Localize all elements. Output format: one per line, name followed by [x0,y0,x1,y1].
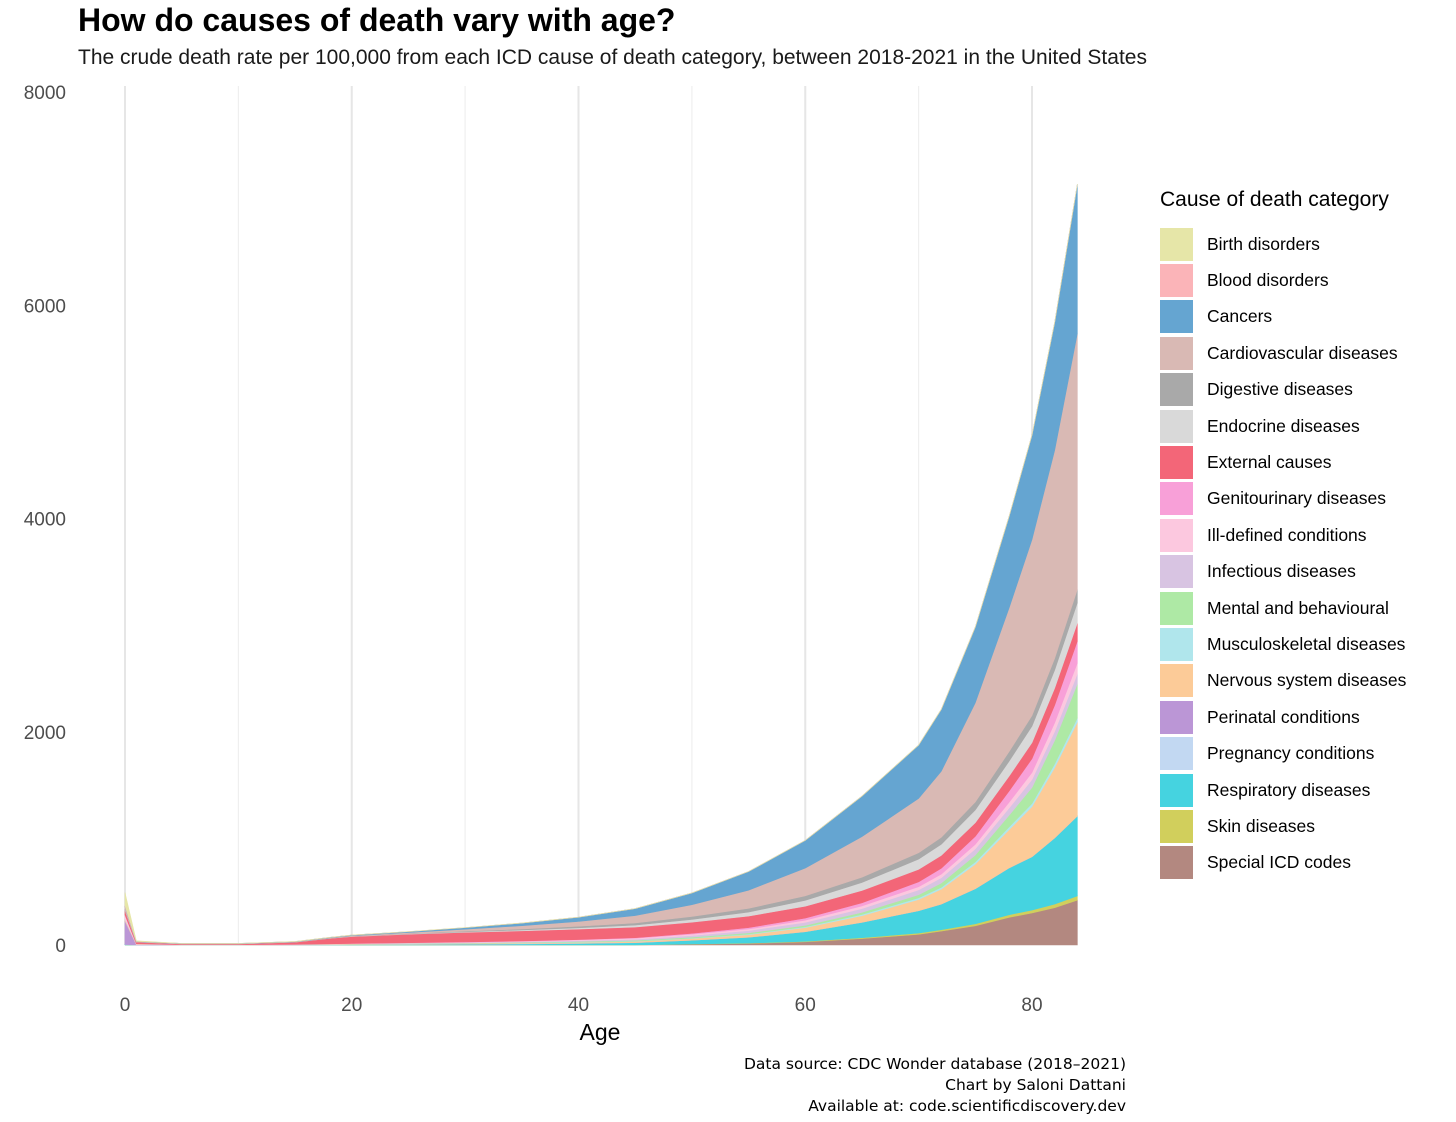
legend: Cause of death category Birth disorders B… [1160,188,1406,881]
caption-url: Available at: code.scientificdiscovery.d… [808,1097,1126,1115]
legend-item-cancers: Cancers [1160,299,1406,335]
legend-item-nervous-system-diseases: Nervous system diseases [1160,663,1406,699]
x-tick-label-60: 60 [795,995,816,1016]
caption-author: Chart by Saloni Dattani [945,1076,1126,1094]
x-tick-label-20: 20 [341,995,362,1016]
chart-title: How do causes of death vary with age? [78,2,676,38]
legend-label-cancers: Cancers [1207,306,1273,327]
y-tick-label-6000: 6000 [24,296,66,317]
x-tick-label-80: 80 [1021,995,1042,1016]
legend-title: Cause of death category [1160,188,1389,211]
legend-item-infectious-diseases: Infectious diseases [1160,554,1406,590]
legend-swatch-blood-disorders [1160,264,1193,298]
legend-swatch-external-causes [1160,446,1193,480]
legend-swatch-respiratory-diseases [1160,773,1193,807]
legend-item-perinatal-conditions: Perinatal conditions [1160,699,1406,735]
legend-swatch-digestive-diseases [1160,373,1193,407]
legend-swatch-mental-and-behavioural [1160,591,1193,625]
legend-item-external-causes: External causes [1160,444,1406,480]
legend-label-ill-defined-conditions: Ill-defined conditions [1207,524,1367,545]
legend-label-genitourinary-diseases: Genitourinary diseases [1207,488,1386,509]
x-tick-label-0: 0 [120,995,131,1016]
legend-item-genitourinary-diseases: Genitourinary diseases [1160,481,1406,517]
legend-label-musculoskeletal-diseases: Musculoskeletal diseases [1207,633,1406,654]
x-tick-label-40: 40 [568,995,589,1016]
legend-label-perinatal-conditions: Perinatal conditions [1207,706,1360,727]
legend-swatch-nervous-system-diseases [1160,664,1193,698]
legend-item-digestive-diseases: Digestive diseases [1160,372,1406,408]
legend-swatch-musculoskeletal-diseases [1160,627,1193,661]
legend-swatch-pregnancy-conditions [1160,737,1193,771]
caption: Data source: CDC Wonder database (2018–2… [744,1054,1126,1117]
legend-item-special-icd-codes: Special ICD codes [1160,845,1406,881]
legend-item-birth-disorders: Birth disorders [1160,226,1406,262]
legend-item-respiratory-diseases: Respiratory diseases [1160,772,1406,808]
legend-label-infectious-diseases: Infectious diseases [1207,561,1356,582]
legend-swatch-infectious-diseases [1160,555,1193,589]
legend-swatch-special-icd-codes [1160,846,1193,880]
y-tick-label-4000: 4000 [24,510,66,531]
legend-label-skin-diseases: Skin diseases [1207,815,1315,836]
legend-label-special-icd-codes: Special ICD codes [1207,852,1351,873]
legend-label-respiratory-diseases: Respiratory diseases [1207,779,1371,800]
legend-label-digestive-diseases: Digestive diseases [1207,379,1353,400]
legend-label-nervous-system-diseases: Nervous system diseases [1207,670,1407,691]
legend-swatch-ill-defined-conditions [1160,518,1193,552]
legend-item-mental-and-behavioural: Mental and behavioural [1160,590,1406,626]
legend-item-skin-diseases: Skin diseases [1160,808,1406,844]
legend-item-pregnancy-conditions: Pregnancy conditions [1160,735,1406,771]
legend-item-ill-defined-conditions: Ill-defined conditions [1160,517,1406,553]
legend-swatch-genitourinary-diseases [1160,482,1193,516]
legend-swatch-cardiovascular-diseases [1160,336,1193,370]
legend-label-mental-and-behavioural: Mental and behavioural [1207,597,1389,618]
caption-source: Data source: CDC Wonder database (2018–2… [744,1055,1126,1073]
legend-label-endocrine-diseases: Endocrine diseases [1207,415,1360,436]
y-tick-label-0: 0 [55,936,66,957]
legend-item-musculoskeletal-diseases: Musculoskeletal diseases [1160,626,1406,662]
legend-swatch-birth-disorders [1160,227,1193,261]
legend-label-cardiovascular-diseases: Cardiovascular diseases [1207,342,1398,363]
legend-swatch-skin-diseases [1160,809,1193,843]
legend-label-birth-disorders: Birth disorders [1207,233,1320,254]
legend-swatch-endocrine-diseases [1160,409,1193,443]
y-tick-label-8000: 8000 [24,83,66,104]
legend-items: Birth disorders Blood disorders Cancers Car… [1160,226,1406,881]
legend-label-pregnancy-conditions: Pregnancy conditions [1207,743,1375,764]
chart-subtitle: The crude death rate per 100,000 from ea… [78,46,1147,69]
legend-swatch-cancers [1160,300,1193,334]
legend-item-endocrine-diseases: Endocrine diseases [1160,408,1406,444]
x-axis-label: Age [580,1019,621,1045]
legend-label-blood-disorders: Blood disorders [1207,270,1329,291]
legend-label-external-causes: External causes [1207,452,1332,473]
legend-item-cardiovascular-diseases: Cardiovascular diseases [1160,335,1406,371]
axis-layer: Age 0 2000 4000 6000 8000 0 20 40 60 80 [24,83,1043,1045]
area-birth-disorders [124,184,1078,944]
legend-swatch-perinatal-conditions [1160,700,1193,734]
area-layer [124,184,1078,946]
y-tick-label-2000: 2000 [24,723,66,744]
legend-item-blood-disorders: Blood disorders [1160,262,1406,298]
